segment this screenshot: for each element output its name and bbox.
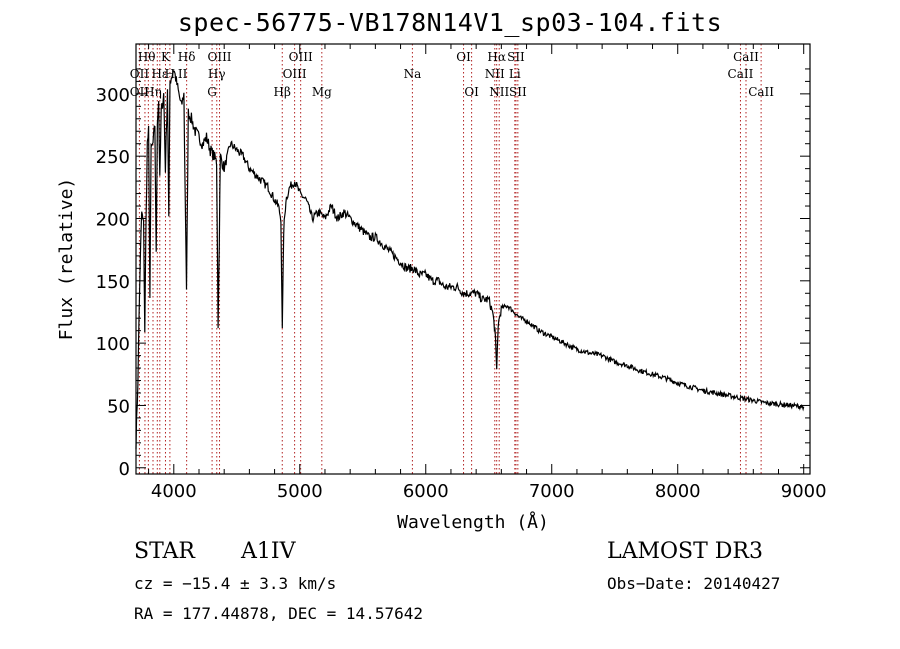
- coordinates: RA = 177.44878, DEC = 14.57642: [134, 604, 423, 623]
- x-tick-label-5: 9000: [781, 481, 827, 502]
- line-label-27: CaII: [748, 85, 774, 99]
- spectrum-line: [135, 70, 805, 450]
- line-label-17: OI: [456, 50, 471, 64]
- line-label-7: Hδ: [178, 50, 196, 64]
- y-tick-label-6: 300: [96, 85, 130, 106]
- object-class: STAR: [134, 539, 195, 564]
- line-label-1: OII: [130, 67, 150, 81]
- line-label-9: OIII: [207, 50, 231, 64]
- line-label-16: Na: [404, 67, 422, 81]
- line-label-25: CaII: [733, 50, 759, 64]
- line-label-5: K: [161, 50, 171, 64]
- line-label-21: NII: [489, 85, 509, 99]
- line-label-20: NII: [485, 67, 505, 81]
- emission-line-markers: [138, 44, 762, 474]
- line-label-0: Hθ: [138, 50, 156, 64]
- x-tick-label-2: 6000: [403, 481, 449, 502]
- x-tick-label-0: 4000: [151, 481, 197, 502]
- line-label-11: G: [207, 85, 217, 99]
- y-tick-label-3: 150: [96, 272, 130, 293]
- plot-frame: [135, 43, 811, 475]
- y-tick-label-2: 100: [96, 334, 130, 355]
- line-label-18: OI: [464, 85, 479, 99]
- observation-date: Obs−Date: 20140427: [607, 574, 781, 593]
- y-tick-label-1: 50: [107, 396, 130, 417]
- line-label-3: Hε: [151, 67, 168, 81]
- line-label-24: SII: [509, 85, 527, 99]
- redshift-cz: cz = −15.4 ± 3.3 km/s: [134, 574, 337, 593]
- survey-name: LAMOST DR3: [607, 539, 763, 564]
- y-tick-label-5: 250: [96, 147, 130, 168]
- line-label-2: OII: [130, 85, 150, 99]
- line-label-6: H: [165, 67, 175, 81]
- x-tick-label-4: 8000: [655, 481, 701, 502]
- x-axis-label: Wavelength (Å): [397, 511, 549, 533]
- object-subclass: A1IV: [241, 539, 296, 564]
- line-label-15: Mg: [312, 85, 332, 99]
- line-label-13: OIII: [289, 50, 313, 64]
- line-label-14: OIII: [283, 67, 307, 81]
- line-label-4: Hη: [144, 85, 162, 99]
- x-tick-label-3: 7000: [529, 481, 575, 502]
- line-label-12: Hβ: [274, 85, 291, 99]
- y-tick-label-0: 0: [119, 459, 130, 480]
- x-axis: 4000 5000 6000 7000 8000 9000: [148, 44, 827, 502]
- line-label-23: Li: [509, 67, 521, 81]
- y-tick-label-4: 200: [96, 209, 130, 230]
- line-label-10: Hγ: [208, 67, 226, 81]
- y-axis: 0 50 100 150 200 250 300: [96, 68, 810, 480]
- x-tick-label-1: 5000: [277, 481, 323, 502]
- chart-title: spec-56775-VB178N14V1_sp03-104.fits: [177, 8, 723, 37]
- line-label-22: SII: [507, 50, 525, 64]
- y-axis-label: Flux (relative): [56, 178, 77, 341]
- line-label-8: II: [178, 67, 188, 81]
- line-label-26: CaII: [728, 67, 754, 81]
- line-label-19: Hα: [487, 50, 506, 64]
